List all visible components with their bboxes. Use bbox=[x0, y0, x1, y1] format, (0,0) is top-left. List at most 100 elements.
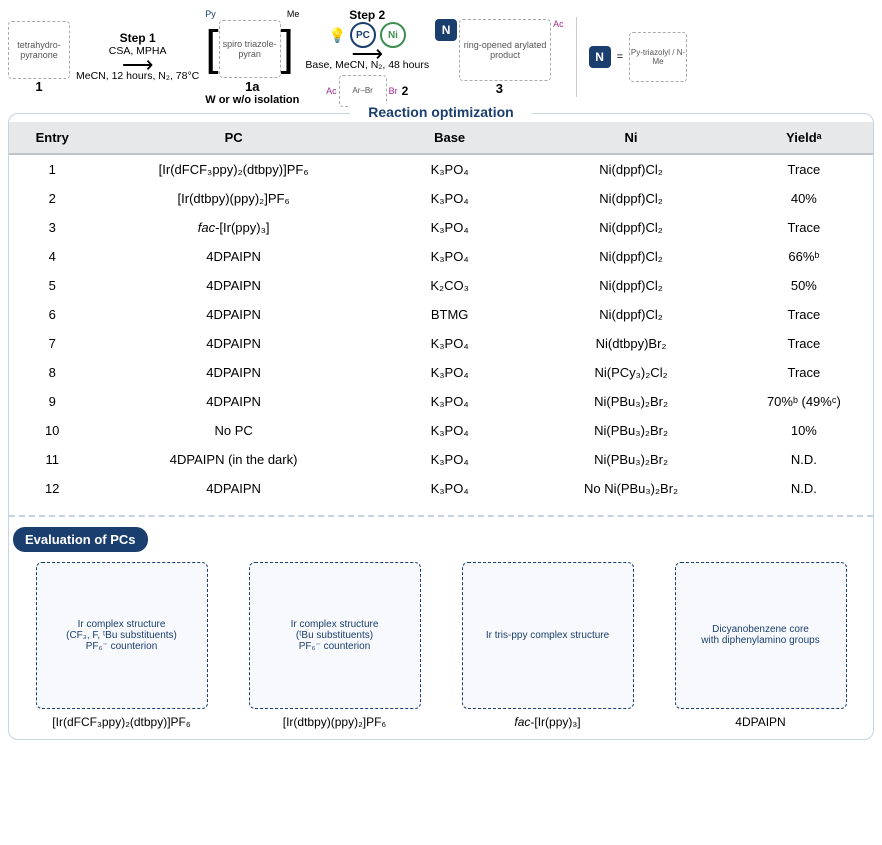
pc-structure-placeholder: Ir complex structure(CF₃, F, ᵗBu substit… bbox=[36, 562, 208, 709]
cell-pc: 4DPAIPN bbox=[95, 329, 371, 358]
n-badge-product: N bbox=[435, 19, 457, 41]
table-row: 3fac-[Ir(ppy)₃]K₃PO₄Ni(dppf)Cl₂Trace bbox=[9, 213, 873, 242]
pc-caption: [Ir(dtbpy)(ppy)₂]PF₆ bbox=[283, 715, 387, 729]
cell-base: K₃PO₄ bbox=[372, 154, 528, 184]
cell-yield: 70%ᵇ (49%ᶜ) bbox=[735, 387, 873, 416]
step1-conditions: MeCN, 12 hours, N₂, 78°C bbox=[76, 70, 199, 84]
table-header-row: Entry PC Base Ni Yieldᵃ bbox=[9, 122, 873, 154]
cell-ni: Ni(dppf)Cl₂ bbox=[527, 154, 734, 184]
optimization-title: Reaction optimization bbox=[350, 104, 531, 120]
n-group-structure: Py-triazolyl / N-Me bbox=[629, 32, 687, 82]
pc-item: Ir tris-ppy complex structurefac-[Ir(ppy… bbox=[462, 562, 634, 729]
reaction-scheme: tetrahydro-pyranone 1 Step 1 CSA, MPHA ⟶… bbox=[8, 8, 874, 107]
cell-base: K₃PO₄ bbox=[372, 474, 528, 503]
cell-yield: 50% bbox=[735, 271, 873, 300]
compound-1: tetrahydro-pyranone 1 bbox=[8, 21, 70, 94]
optimization-table: Entry PC Base Ni Yieldᵃ 1[Ir(dFCF₃ppy)₂(… bbox=[9, 122, 873, 503]
cell-entry: 3 bbox=[9, 213, 95, 242]
cell-ni: Ni(dppf)Cl₂ bbox=[527, 271, 734, 300]
cell-pc: fac-[Ir(ppy)₃] bbox=[95, 213, 371, 242]
cell-entry: 9 bbox=[9, 387, 95, 416]
cell-ni: Ni(PCy₃)₂Cl₂ bbox=[527, 358, 734, 387]
th-base: Base bbox=[372, 122, 528, 154]
cell-entry: 10 bbox=[9, 416, 95, 445]
cell-entry: 4 bbox=[9, 242, 95, 271]
cell-ni: Ni(dppf)Cl₂ bbox=[527, 300, 734, 329]
cell-base: K₃PO₄ bbox=[372, 358, 528, 387]
cell-yield: N.D. bbox=[735, 474, 873, 503]
isolation-note: W or w/o isolation bbox=[205, 94, 299, 106]
cell-pc: 4DPAIPN bbox=[95, 271, 371, 300]
br-label: Br bbox=[389, 86, 398, 96]
cell-entry: 6 bbox=[9, 300, 95, 329]
cell-ni: Ni(dppf)Cl₂ bbox=[527, 242, 734, 271]
cell-yield: Trace bbox=[735, 329, 873, 358]
scheme-divider bbox=[576, 17, 577, 97]
cell-yield: Trace bbox=[735, 300, 873, 329]
ac-label-2: Ac bbox=[326, 86, 337, 96]
cell-ni: Ni(dppf)Cl₂ bbox=[527, 184, 734, 213]
cell-entry: 1 bbox=[9, 154, 95, 184]
table-row: 1[Ir(dFCF₃ppy)₂(dtbpy)]PF₆K₃PO₄Ni(dppf)C… bbox=[9, 154, 873, 184]
cell-base: K₃PO₄ bbox=[372, 242, 528, 271]
cell-base: K₃PO₄ bbox=[372, 213, 528, 242]
cell-entry: 8 bbox=[9, 358, 95, 387]
n-badge-def: N bbox=[589, 46, 611, 68]
cell-base: K₂CO₃ bbox=[372, 271, 528, 300]
cell-ni: Ni(PBu₃)₂Br₂ bbox=[527, 416, 734, 445]
pc-structure-placeholder: Ir complex structure(ᵗBu substituents)PF… bbox=[249, 562, 421, 709]
cell-base: K₃PO₄ bbox=[372, 184, 528, 213]
cell-ni: Ni(PBu₃)₂Br₂ bbox=[527, 387, 734, 416]
th-pc: PC bbox=[95, 122, 371, 154]
cell-pc: 4DPAIPN bbox=[95, 474, 371, 503]
cell-base: K₃PO₄ bbox=[372, 387, 528, 416]
cell-base: BTMG bbox=[372, 300, 528, 329]
me-label: Me bbox=[287, 9, 300, 19]
step1-arrow-icon: ⟶ bbox=[122, 59, 154, 70]
pc-structure-placeholder: Dicyanobenzene corewith diphenylamino gr… bbox=[675, 562, 847, 709]
n-definition: N = Py-triazolyl / N-Me bbox=[589, 32, 687, 82]
table-row: 54DPAIPNK₂CO₃Ni(dppf)Cl₂50% bbox=[9, 271, 873, 300]
cell-yield: Trace bbox=[735, 213, 873, 242]
table-row: 74DPAIPNK₃PO₄Ni(dtbpy)Br₂Trace bbox=[9, 329, 873, 358]
cell-pc: 4DPAIPN bbox=[95, 387, 371, 416]
cell-base: K₃PO₄ bbox=[372, 445, 528, 474]
cell-pc: [Ir(dFCF₃ppy)₂(dtbpy)]PF₆ bbox=[95, 154, 371, 184]
compound-1a-label: 1a bbox=[205, 79, 299, 94]
pc-caption: [Ir(dFCF₃ppy)₂(dtbpy)]PF₆ bbox=[52, 715, 190, 729]
compound-1-structure: tetrahydro-pyranone bbox=[8, 21, 70, 79]
table-row: 10No PCK₃PO₄Ni(PBu₃)₂Br₂10% bbox=[9, 416, 873, 445]
compound-3-label: 3 bbox=[435, 81, 564, 96]
cell-pc: 4DPAIPN (in the dark) bbox=[95, 445, 371, 474]
cell-pc: No PC bbox=[95, 416, 371, 445]
equals-sign: = bbox=[617, 51, 623, 63]
cell-yield: N.D. bbox=[735, 445, 873, 474]
table-row: 44DPAIPNK₃PO₄Ni(dppf)Cl₂66%ᵇ bbox=[9, 242, 873, 271]
step1-arrow-block: Step 1 CSA, MPHA ⟶ MeCN, 12 hours, N₂, 7… bbox=[76, 31, 199, 83]
cell-pc: 4DPAIPN bbox=[95, 300, 371, 329]
compound-2-label: 2 bbox=[402, 84, 409, 98]
cell-base: K₃PO₄ bbox=[372, 416, 528, 445]
compound-2-structure: Ar–Br bbox=[339, 75, 387, 107]
cell-yield: Trace bbox=[735, 358, 873, 387]
pc-structures-row: Ir complex structure(CF₃, F, ᵗBu substit… bbox=[9, 556, 873, 729]
cell-base: K₃PO₄ bbox=[372, 329, 528, 358]
cell-ni: Ni(dtbpy)Br₂ bbox=[527, 329, 734, 358]
evaluation-pcs-pill: Evaluation of PCs bbox=[13, 527, 148, 552]
light-icon: 💡 bbox=[329, 27, 346, 44]
table-row: 2[Ir(dtbpy)(ppy)₂]PF₆K₃PO₄Ni(dppf)Cl₂40% bbox=[9, 184, 873, 213]
cell-yield: 66%ᵇ bbox=[735, 242, 873, 271]
pc-structure-placeholder: Ir tris-ppy complex structure bbox=[462, 562, 634, 709]
table-row: 94DPAIPNK₃PO₄Ni(PBu₃)₂Br₂70%ᵇ (49%ᶜ) bbox=[9, 387, 873, 416]
table-row: 114DPAIPN (in the dark)K₃PO₄Ni(PBu₃)₂Br₂… bbox=[9, 445, 873, 474]
step2-arrow-block: Step 2 💡 PC Ni ⟶ Base, MeCN, N₂, 48 hour… bbox=[305, 8, 429, 107]
compound-1a-structure: spiro triazole-pyran bbox=[219, 20, 281, 78]
cell-entry: 11 bbox=[9, 445, 95, 474]
cell-yield: 40% bbox=[735, 184, 873, 213]
cell-entry: 2 bbox=[9, 184, 95, 213]
pc-item: Dicyanobenzene corewith diphenylamino gr… bbox=[675, 562, 847, 729]
ni-cycle-icon: Ni bbox=[380, 22, 406, 48]
optimization-panel: Reaction optimization Entry PC Base Ni Y… bbox=[8, 113, 874, 740]
cell-pc: 4DPAIPN bbox=[95, 358, 371, 387]
cell-pc: 4DPAIPN bbox=[95, 242, 371, 271]
